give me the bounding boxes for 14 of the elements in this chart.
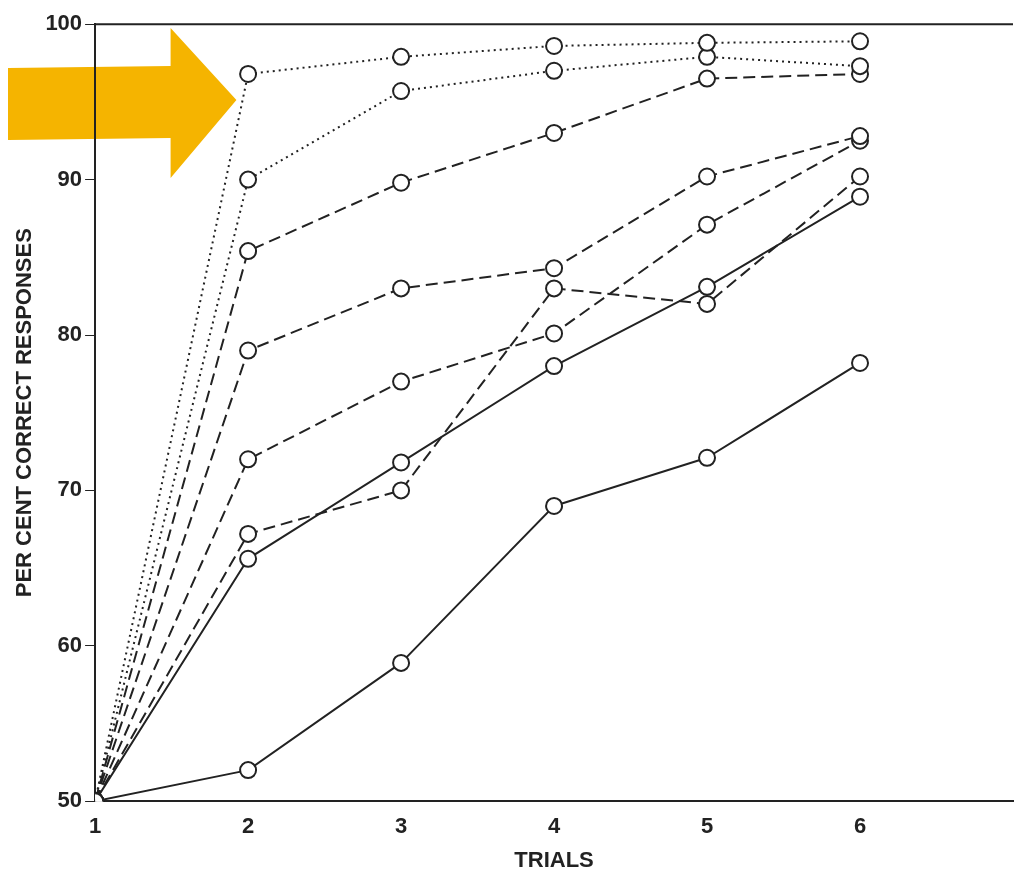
x-tick-label: 3	[394, 813, 408, 839]
y-tick-label: 90	[57, 165, 83, 191]
x-tick-label: 1	[88, 813, 102, 839]
y-tick-label: 60	[57, 631, 83, 657]
y-tick-label: 70	[57, 476, 83, 502]
x-tick-label: 2	[241, 813, 255, 839]
y-tick-label: 100	[45, 10, 83, 36]
x-axis-title: TRIALS	[514, 846, 594, 872]
x-tick-label: 5	[700, 813, 714, 839]
x-tick-label: 6	[853, 813, 867, 839]
x-tick-label: 4	[547, 813, 561, 839]
y-tick-label: 50	[57, 787, 83, 813]
y-axis-title: PER CENT CORRECT RESPONSES	[11, 228, 37, 598]
y-tick-label: 80	[57, 321, 83, 347]
